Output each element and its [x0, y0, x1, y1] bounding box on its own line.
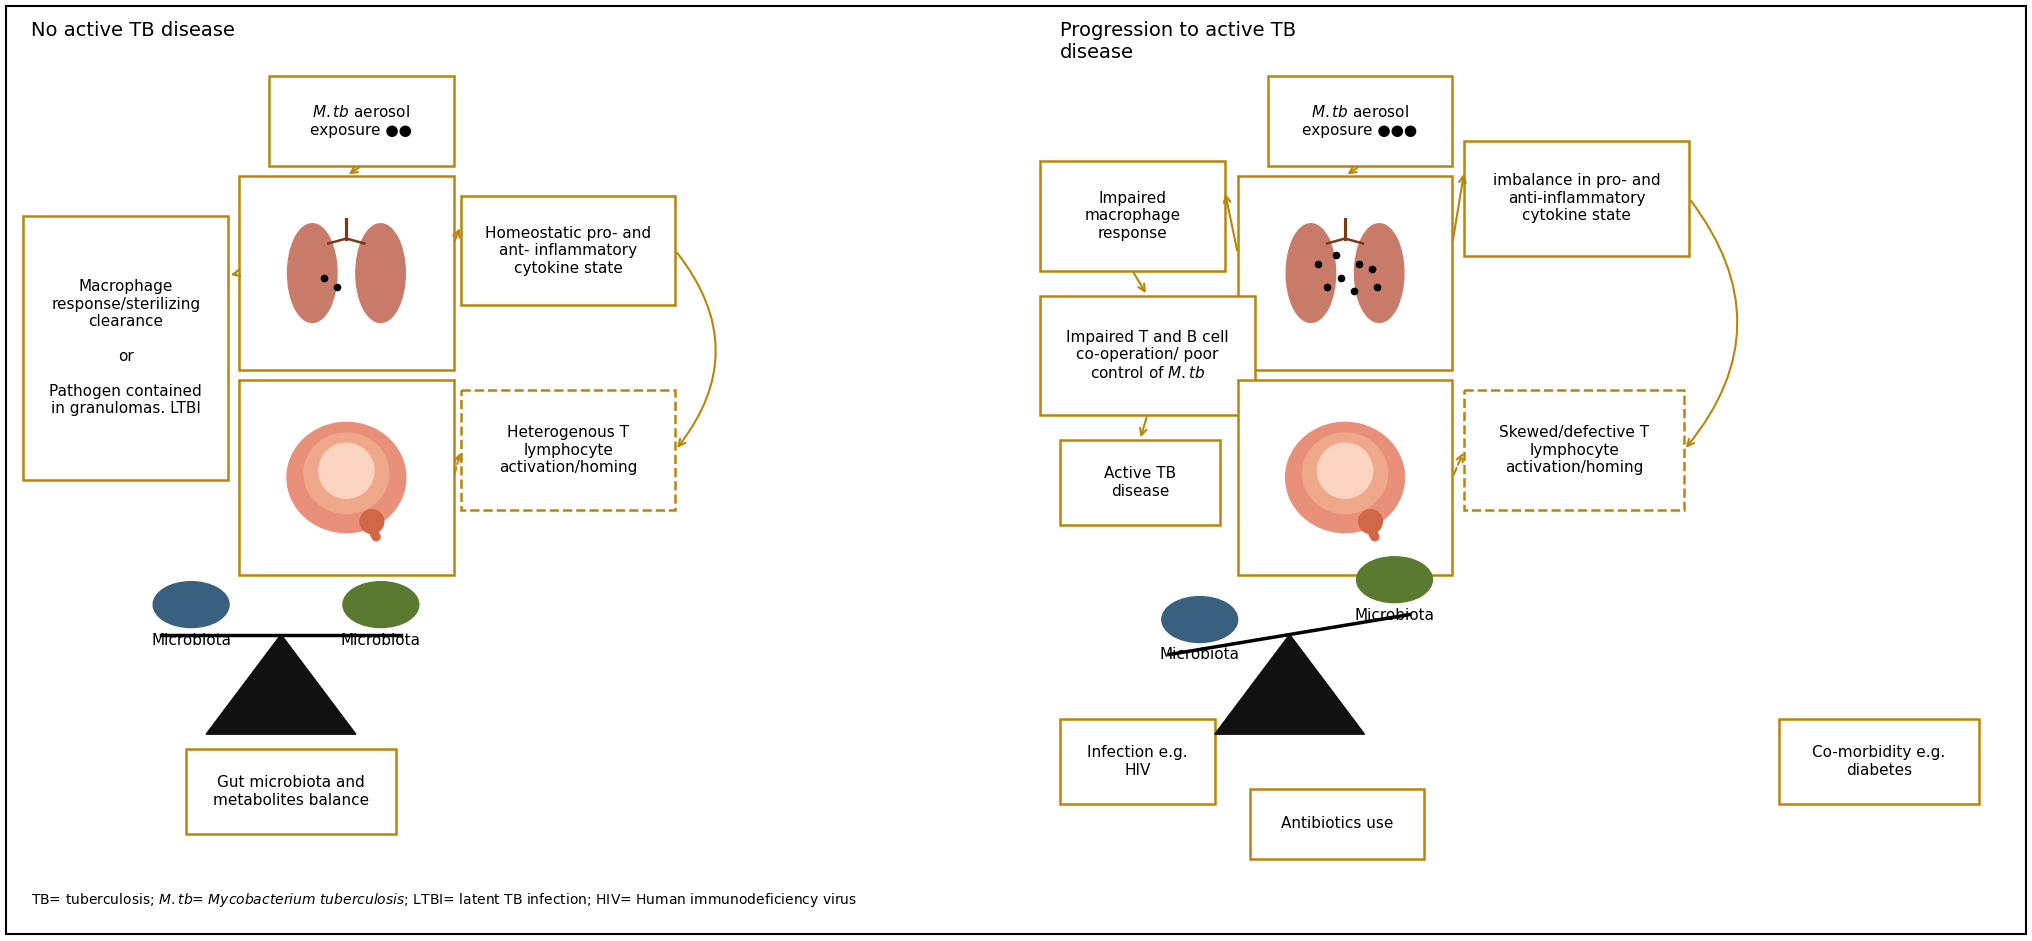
Text: Microbiota: Microbiota: [341, 632, 421, 647]
Bar: [240, 176, 453, 371]
Ellipse shape: [152, 582, 230, 628]
Ellipse shape: [287, 423, 406, 533]
Bar: [187, 749, 396, 834]
Ellipse shape: [319, 443, 374, 498]
Bar: [1268, 76, 1453, 166]
Text: imbalance in pro- and
anti-inflammatory
cytokine state: imbalance in pro- and anti-inflammatory …: [1494, 173, 1660, 223]
Text: $\it{M.tb}$ aerosol
exposure ●●: $\it{M.tb}$ aerosol exposure ●●: [311, 104, 412, 137]
Bar: [461, 196, 675, 306]
Bar: [1040, 161, 1225, 271]
Text: Antibiotics use: Antibiotics use: [1280, 817, 1394, 832]
Text: Homeostatic pro- and
ant- inflammatory
cytokine state: Homeostatic pro- and ant- inflammatory c…: [486, 226, 650, 276]
Bar: [268, 76, 453, 166]
Bar: [1778, 719, 1979, 804]
Bar: [1061, 440, 1219, 525]
Ellipse shape: [1357, 557, 1433, 602]
Ellipse shape: [356, 224, 404, 323]
Polygon shape: [205, 634, 356, 734]
Bar: [1250, 789, 1424, 859]
Text: $\it{M.tb}$ aerosol
exposure ●●●: $\it{M.tb}$ aerosol exposure ●●●: [1303, 104, 1418, 137]
Bar: [240, 380, 453, 575]
Text: Active TB
disease: Active TB disease: [1103, 466, 1177, 499]
Ellipse shape: [1286, 224, 1335, 323]
Text: Microbiota: Microbiota: [1355, 608, 1435, 623]
Ellipse shape: [1286, 423, 1404, 533]
Bar: [1061, 719, 1215, 804]
Text: Gut microbiota and
metabolites balance: Gut microbiota and metabolites balance: [213, 775, 370, 807]
Text: Impaired T and B cell
co-operation/ poor
control of $\it{M.tb}$: Impaired T and B cell co-operation/ poor…: [1067, 330, 1229, 381]
Polygon shape: [1215, 634, 1366, 734]
Bar: [1465, 391, 1685, 510]
Bar: [461, 391, 675, 510]
Bar: [1237, 380, 1453, 575]
Bar: [22, 215, 228, 480]
Bar: [1237, 176, 1453, 371]
Text: Skewed/defective T
lymphocyte
activation/homing: Skewed/defective T lymphocyte activation…: [1500, 425, 1650, 475]
Ellipse shape: [1162, 597, 1237, 643]
Text: Microbiota: Microbiota: [1160, 647, 1240, 662]
Text: Infection e.g.
HIV: Infection e.g. HIV: [1087, 745, 1187, 778]
Text: No active TB disease: No active TB disease: [30, 22, 236, 40]
Text: Progression to active TB
disease: Progression to active TB disease: [1061, 22, 1296, 62]
Ellipse shape: [1303, 433, 1388, 514]
Ellipse shape: [1317, 443, 1374, 498]
Text: Impaired
macrophage
response: Impaired macrophage response: [1085, 191, 1181, 241]
Text: TB= tuberculosis; $\it{M.tb}$= $\it{Mycobacterium\ tuberculosis}$; LTBI= latent : TB= tuberculosis; $\it{M.tb}$= $\it{Myco…: [30, 891, 858, 909]
Bar: [1465, 141, 1689, 256]
Ellipse shape: [1359, 510, 1382, 534]
Bar: [1040, 295, 1254, 415]
Text: Macrophage
response/sterilizing
clearance

or

Pathogen contained
in granulomas.: Macrophage response/sterilizing clearanc…: [49, 279, 201, 416]
Ellipse shape: [1355, 224, 1404, 323]
Ellipse shape: [305, 433, 388, 514]
Ellipse shape: [343, 582, 419, 628]
Ellipse shape: [360, 510, 384, 534]
Ellipse shape: [289, 224, 337, 323]
Text: Heterogenous T
lymphocyte
activation/homing: Heterogenous T lymphocyte activation/hom…: [500, 425, 638, 475]
Text: Microbiota: Microbiota: [150, 632, 232, 647]
Text: Co-morbidity e.g.
diabetes: Co-morbidity e.g. diabetes: [1813, 745, 1945, 778]
